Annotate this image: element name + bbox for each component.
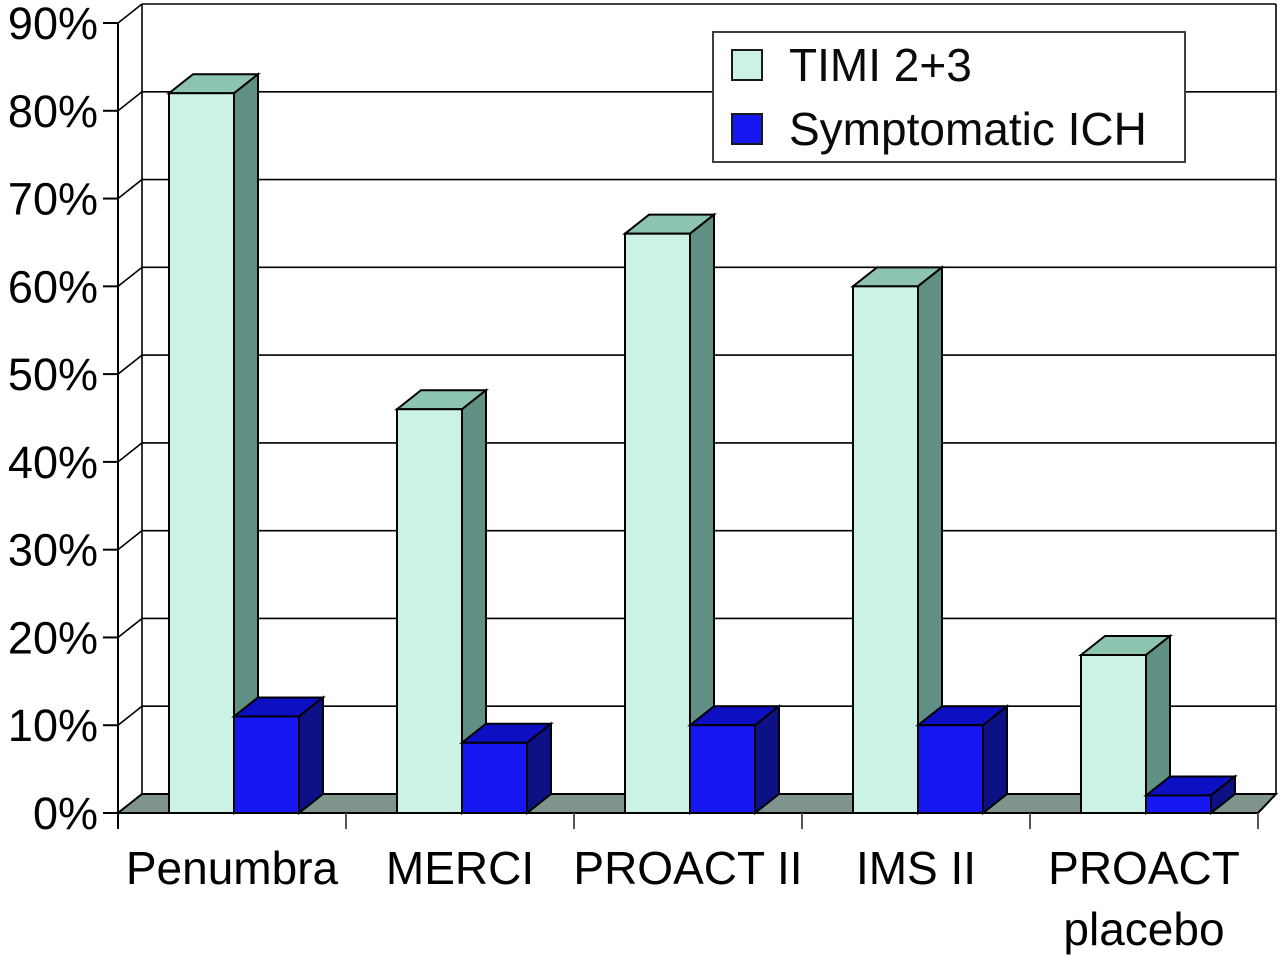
svg-text:30%: 30% [8, 525, 98, 576]
legend-item-sich: Symptomatic ICH [714, 97, 1184, 161]
legend-label-timi: TIMI 2+3 [789, 39, 972, 91]
svg-text:placebo: placebo [1063, 903, 1224, 955]
svg-text:PROACT: PROACT [1048, 842, 1240, 894]
svg-text:50%: 50% [8, 349, 98, 400]
svg-text:60%: 60% [8, 261, 98, 312]
svg-text:80%: 80% [8, 86, 98, 137]
svg-text:MERCI: MERCI [386, 842, 534, 894]
svg-text:70%: 70% [8, 174, 98, 225]
svg-text:20%: 20% [8, 612, 98, 663]
svg-text:40%: 40% [8, 437, 98, 488]
svg-text:0%: 0% [33, 788, 98, 839]
svg-text:10%: 10% [8, 700, 98, 751]
legend-item-timi: TIMI 2+3 [714, 33, 1184, 97]
chart-legend: TIMI 2+3 Symptomatic ICH [712, 31, 1186, 163]
svg-text:IMS II: IMS II [856, 842, 976, 894]
svg-text:90%: 90% [8, 0, 98, 49]
legend-swatch-sich-icon [731, 113, 763, 145]
legend-swatch-timi-icon [731, 49, 763, 81]
svg-text:Penumbra: Penumbra [126, 842, 339, 894]
legend-label-sich: Symptomatic ICH [789, 103, 1147, 155]
svg-text:PROACT II: PROACT II [573, 842, 802, 894]
